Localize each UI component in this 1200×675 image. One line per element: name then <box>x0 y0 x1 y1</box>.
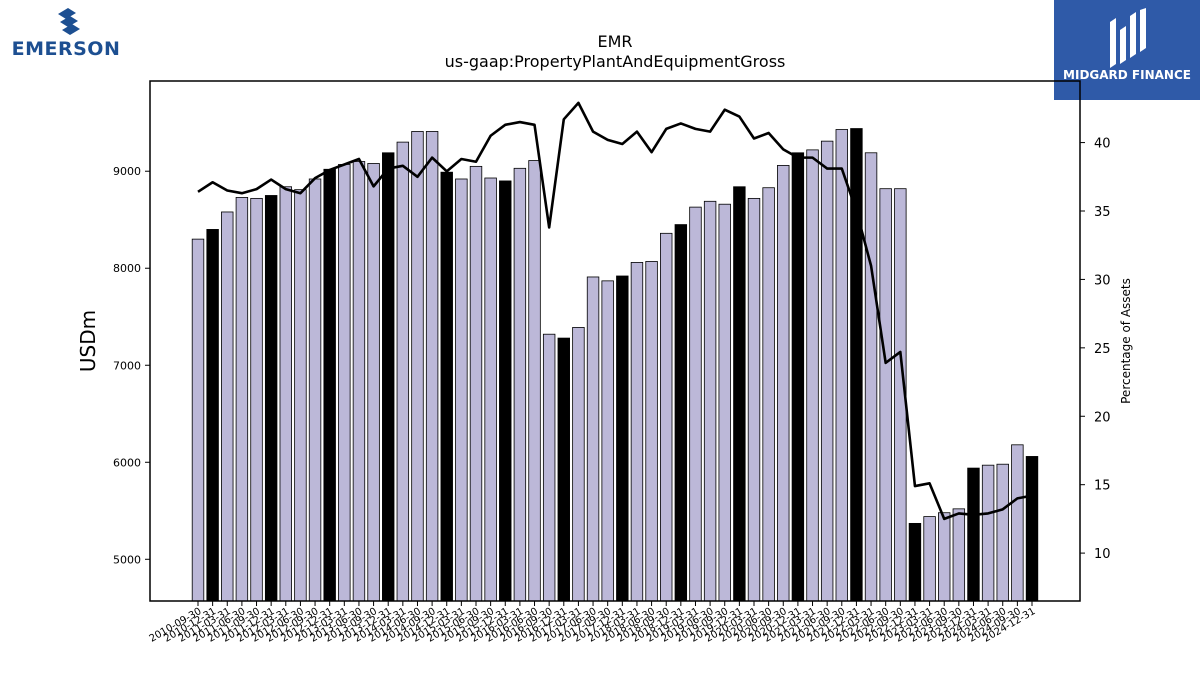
bar <box>396 141 410 602</box>
bar <box>411 131 424 602</box>
midgard-logo-text: MIDGARD FINANCE <box>1063 68 1191 82</box>
chart-title-block: EMR us-gaap:PropertyPlantAndEquipmentGro… <box>150 32 1080 72</box>
bar <box>440 171 453 602</box>
bar <box>601 280 614 602</box>
bar <box>820 140 834 602</box>
bar <box>952 508 966 602</box>
bar <box>499 180 512 602</box>
line-series <box>197 101 1033 521</box>
bar <box>425 131 439 602</box>
bar <box>660 232 673 602</box>
bar <box>367 163 380 602</box>
bar <box>967 467 980 602</box>
bar <box>513 167 527 602</box>
y2-axis-label: Percentage of Assets <box>1119 278 1133 404</box>
bar <box>762 187 775 602</box>
bar <box>484 177 497 602</box>
y-tick-label: 9000 <box>113 165 141 178</box>
bar <box>645 261 658 602</box>
bar <box>250 197 263 602</box>
y2-tick-label: 15 <box>1094 479 1111 494</box>
bar <box>996 463 1009 602</box>
bar <box>338 164 351 602</box>
bar <box>923 516 936 602</box>
bar <box>777 164 790 602</box>
bar <box>879 188 892 602</box>
bar <box>689 206 702 602</box>
bar <box>308 178 322 602</box>
y2-tick-label: 20 <box>1094 410 1111 425</box>
right-axis: 10 15 20 25 30 35 40 <box>1080 137 1111 562</box>
bar <box>908 522 922 602</box>
bar <box>542 333 556 602</box>
bar <box>586 276 600 602</box>
bar <box>1011 444 1024 602</box>
bar <box>703 200 717 602</box>
bar <box>528 160 541 602</box>
chart-subtitle: us-gaap:PropertyPlantAndEquipmentGross <box>444 52 786 71</box>
bar <box>469 165 483 602</box>
bar <box>455 178 468 602</box>
bar <box>864 152 878 602</box>
bar <box>1025 456 1039 602</box>
bar <box>206 229 219 602</box>
plot-frame <box>149 80 1081 602</box>
bar <box>806 149 819 602</box>
bar <box>557 337 570 602</box>
bar <box>981 464 995 602</box>
bar <box>235 197 249 602</box>
bar <box>938 512 951 602</box>
bar <box>791 152 805 602</box>
y2-tick-label: 25 <box>1094 342 1111 357</box>
emerson-logo: EMERSON <box>6 8 126 60</box>
bar <box>572 327 585 602</box>
y2-tick-label: 35 <box>1094 205 1111 220</box>
chart-title: EMR <box>597 32 633 51</box>
bar <box>221 211 234 602</box>
bar <box>835 129 848 602</box>
y2-tick-label: 40 <box>1094 137 1111 152</box>
percentage-line <box>197 101 1033 521</box>
bar <box>352 161 366 602</box>
bar <box>747 197 761 602</box>
y2-tick-label: 10 <box>1094 547 1111 562</box>
midgard-finance-logo: MIDGARD FINANCE <box>1054 0 1200 100</box>
x-axis: 2010-09-302010-12-312011-03-312011-06-30… <box>148 601 1038 645</box>
y-tick-label: 8000 <box>113 262 141 275</box>
bar <box>674 224 688 602</box>
midgard-logo-mark-icon <box>1110 8 1146 68</box>
bar <box>382 152 395 602</box>
y-tick-label: 5000 <box>113 553 141 566</box>
bar-series <box>191 128 1039 602</box>
y-axis-label: USDm <box>76 310 100 372</box>
bar <box>630 262 644 602</box>
left-axis: 5000 6000 7000 8000 9000 <box>113 165 150 566</box>
bar <box>323 168 336 602</box>
bar <box>616 275 629 602</box>
y2-tick-label: 30 <box>1094 273 1111 288</box>
y-tick-label: 6000 <box>113 456 141 469</box>
emerson-logo-text: EMERSON <box>11 38 121 60</box>
bar <box>279 186 292 602</box>
bar <box>733 186 746 602</box>
bar <box>191 238 205 602</box>
emerson-logo-mark-icon <box>58 8 80 35</box>
bar <box>264 195 278 602</box>
bar <box>718 203 731 602</box>
bar <box>294 189 307 602</box>
y-tick-label: 7000 <box>113 359 141 372</box>
